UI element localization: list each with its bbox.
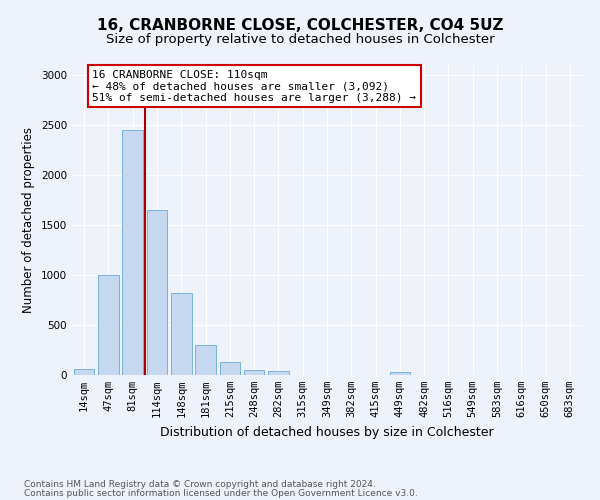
Bar: [244, 370, 265, 375]
Bar: [195, 344, 216, 375]
Bar: [98, 275, 119, 375]
Bar: [389, 372, 410, 375]
Bar: [268, 370, 289, 375]
Bar: [171, 293, 191, 375]
Bar: [220, 362, 240, 375]
Bar: [146, 210, 167, 375]
X-axis label: Distribution of detached houses by size in Colchester: Distribution of detached houses by size …: [160, 426, 494, 438]
Text: Size of property relative to detached houses in Colchester: Size of property relative to detached ho…: [106, 32, 494, 46]
Y-axis label: Number of detached properties: Number of detached properties: [22, 127, 35, 313]
Text: Contains public sector information licensed under the Open Government Licence v3: Contains public sector information licen…: [24, 489, 418, 498]
Bar: [74, 369, 94, 375]
Text: Contains HM Land Registry data © Crown copyright and database right 2024.: Contains HM Land Registry data © Crown c…: [24, 480, 376, 489]
Text: 16 CRANBORNE CLOSE: 110sqm
← 48% of detached houses are smaller (3,092)
51% of s: 16 CRANBORNE CLOSE: 110sqm ← 48% of deta…: [92, 70, 416, 103]
Bar: [122, 130, 143, 375]
Text: 16, CRANBORNE CLOSE, COLCHESTER, CO4 5UZ: 16, CRANBORNE CLOSE, COLCHESTER, CO4 5UZ: [97, 18, 503, 32]
